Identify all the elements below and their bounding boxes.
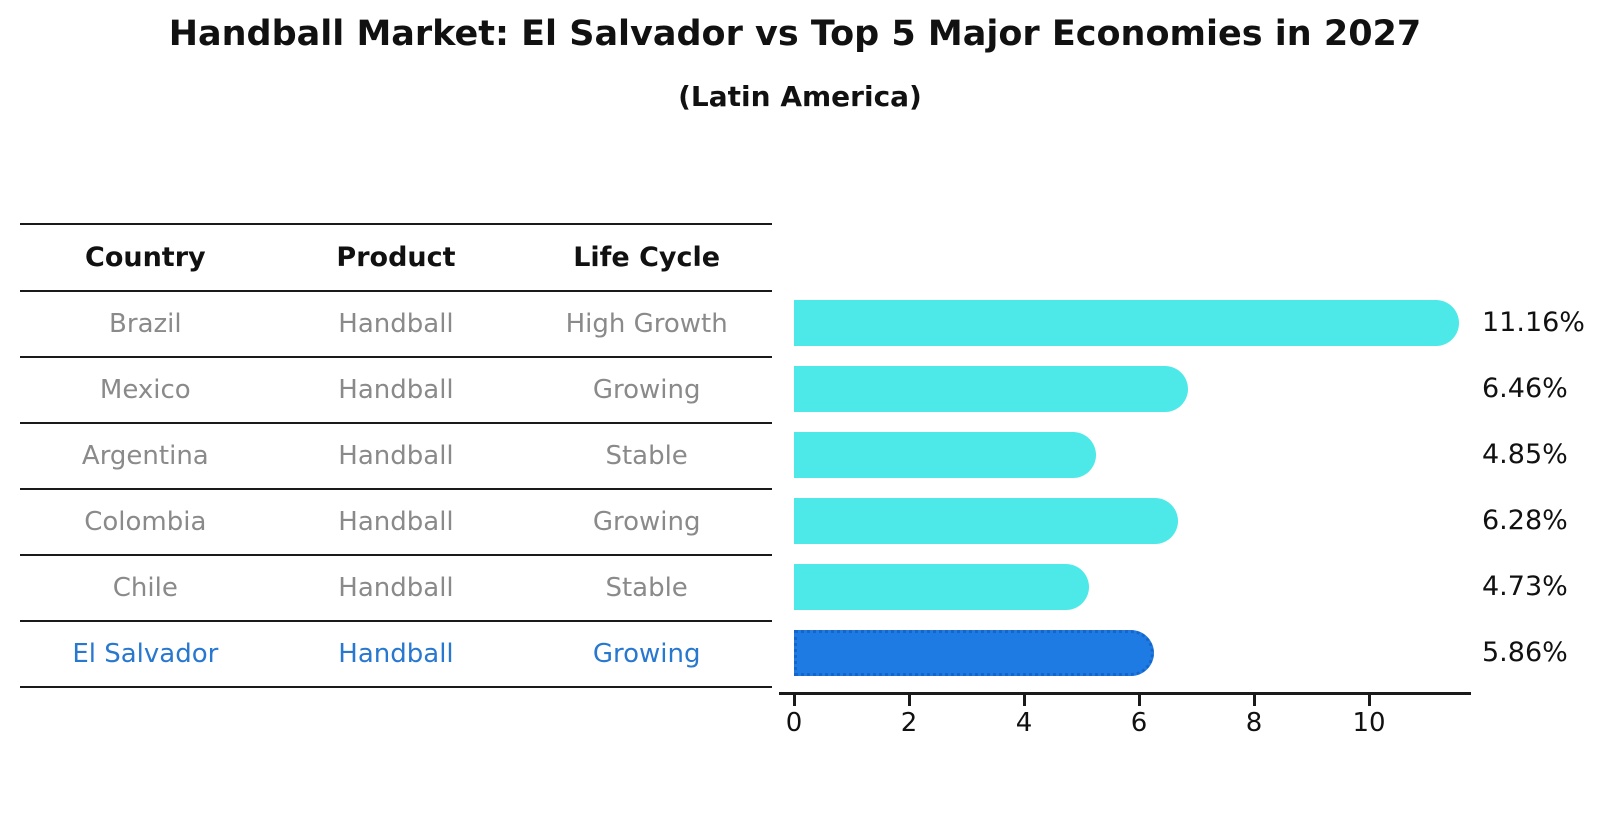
cell-product: Handball: [338, 507, 454, 537]
x-tick: [1022, 695, 1026, 706]
cell-life-cycle: Stable: [605, 441, 688, 471]
cell-country: Chile: [112, 573, 178, 603]
x-tick: [1367, 695, 1371, 706]
comparison-table: Country Product Life Cycle Brazil Handbal…: [20, 223, 772, 688]
bar-chile: [794, 564, 1089, 610]
column-header-product: Product: [336, 242, 456, 273]
cell-country: El Salvador: [72, 639, 219, 669]
bar-colombia: [794, 498, 1179, 544]
table-row-chile: Chile Handball Stable: [20, 556, 772, 622]
x-axis: [779, 692, 1471, 695]
cell-country: Colombia: [84, 507, 207, 537]
x-tick-label: 2: [900, 708, 918, 738]
cell-life-cycle: High Growth: [565, 309, 728, 339]
bar-brazil: [794, 300, 1459, 346]
column-header-life-cycle: Life Cycle: [573, 242, 721, 273]
table-body: Brazil Handball High Growth Mexico Handball G…: [20, 292, 772, 688]
cell-country: Mexico: [99, 375, 191, 405]
bar-value-label-colombia: 6.28%: [1482, 505, 1568, 536]
column-header-country: Country: [85, 242, 206, 273]
cell-product: Handball: [338, 639, 454, 669]
bar-value-label-chile: 4.73%: [1482, 571, 1568, 602]
x-tick-label: 6: [1130, 708, 1148, 738]
cell-product: Handball: [338, 573, 454, 603]
cell-life-cycle: Growing: [592, 639, 701, 669]
bar-mexico: [794, 366, 1189, 412]
cell-product: Handball: [338, 375, 454, 405]
cell-life-cycle: Stable: [605, 573, 688, 603]
chart-subtitle: (Latin America): [678, 80, 922, 113]
x-tick: [1252, 695, 1256, 706]
bar-argentina: [794, 432, 1096, 478]
x-tick-label: 10: [1352, 708, 1386, 738]
cell-life-cycle: Growing: [592, 507, 701, 537]
x-tick: [1137, 695, 1141, 706]
bar-value-label-mexico: 6.46%: [1482, 373, 1568, 404]
x-tick: [792, 695, 796, 706]
table-row-colombia: Colombia Handball Growing: [20, 490, 772, 556]
x-tick-label: 4: [1015, 708, 1033, 738]
bar-value-label-argentina: 4.85%: [1482, 439, 1568, 470]
x-tick: [907, 695, 911, 706]
bar-el-salvador: [794, 630, 1154, 676]
cell-product: Handball: [338, 441, 454, 471]
bar-value-label-brazil: 11.16%: [1482, 307, 1585, 338]
x-tick-label: 8: [1245, 708, 1263, 738]
cell-product: Handball: [338, 309, 454, 339]
table-row-el-salvador: El Salvador Handball Growing: [20, 622, 772, 688]
table-header-row: Country Product Life Cycle: [20, 225, 772, 292]
chart-title: Handball Market: El Salvador vs Top 5 Ma…: [168, 14, 1422, 54]
table-row-argentina: Argentina Handball Stable: [20, 424, 772, 490]
cell-country: Argentina: [81, 441, 209, 471]
cell-country: Brazil: [109, 309, 182, 339]
table-row-brazil: Brazil Handball High Growth: [20, 292, 772, 358]
bar-value-label-el-salvador: 5.86%: [1482, 637, 1568, 668]
x-tick-label: 0: [785, 708, 803, 738]
cell-life-cycle: Growing: [592, 375, 701, 405]
table-row-mexico: Mexico Handball Growing: [20, 358, 772, 424]
